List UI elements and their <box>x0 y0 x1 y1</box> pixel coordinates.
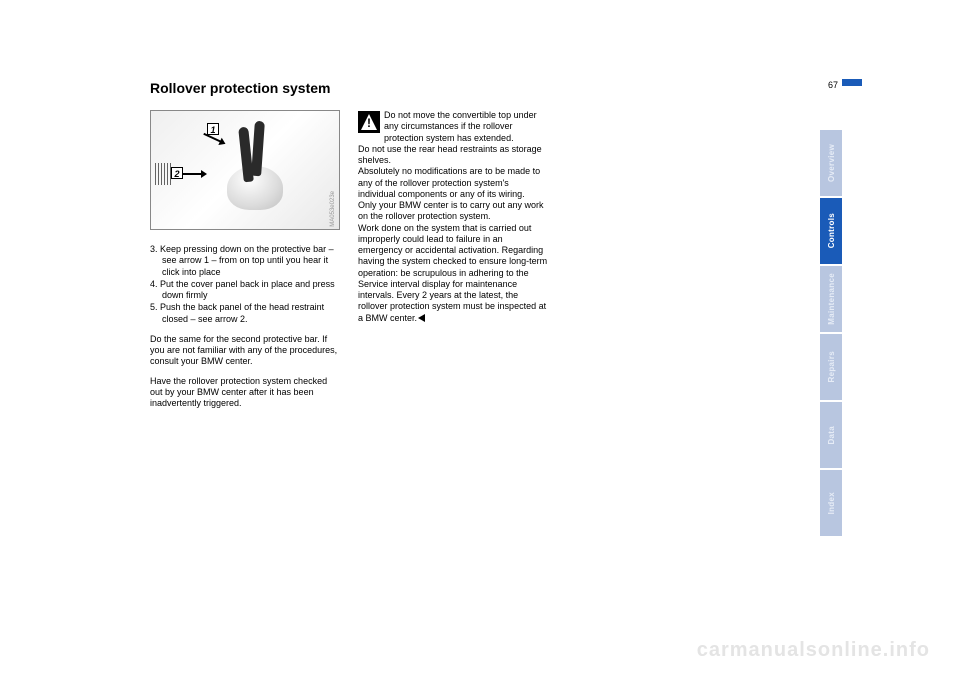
paragraph-1: Do the same for the second protective ba… <box>150 334 340 368</box>
column-1: 1 2 MA053e023e 3. Keep pressing down on … <box>150 110 340 417</box>
page-content: 67 Rollover protection system 1 2 MA053e… <box>150 80 790 600</box>
column-2: Do not move the convertible top under an… <box>358 110 548 417</box>
tab-index[interactable]: Index <box>820 470 842 536</box>
tab-maintenance[interactable]: Maintenance <box>820 266 842 332</box>
tab-label: Data <box>827 426 836 445</box>
tab-label: Maintenance <box>827 273 836 325</box>
tab-label: Overview <box>827 144 836 182</box>
figure-bar-2 <box>251 121 265 177</box>
figure-rollover: 1 2 MA053e023e <box>150 110 340 230</box>
paragraph-2: Have the rollover protection system chec… <box>150 376 340 410</box>
warning-icon <box>358 111 380 133</box>
figure-hatch <box>155 163 171 185</box>
figure-bars <box>241 121 265 191</box>
page-number-bar <box>842 79 862 86</box>
page-number: 67 <box>828 80 838 90</box>
end-mark-icon <box>418 314 425 322</box>
columns: 1 2 MA053e023e 3. Keep pressing down on … <box>150 110 790 417</box>
tab-label: Index <box>827 492 836 514</box>
figure-credit: MA053e023e <box>330 191 338 227</box>
tab-controls[interactable]: Controls <box>820 198 842 264</box>
step-4: 4. Put the cover panel back in place and… <box>150 279 340 302</box>
page-title: Rollover protection system <box>150 80 790 96</box>
step-3: 3. Keep pressing down on the protective … <box>150 244 340 278</box>
tab-data[interactable]: Data <box>820 402 842 468</box>
watermark: carmanualsonline.info <box>697 639 930 662</box>
tab-label: Controls <box>827 213 836 248</box>
side-tabs: Overview Controls Maintenance Repairs Da… <box>820 130 842 538</box>
tab-overview[interactable]: Overview <box>820 130 842 196</box>
figure-callout-2: 2 <box>171 167 183 179</box>
tab-repairs[interactable]: Repairs <box>820 334 842 400</box>
tab-label: Repairs <box>827 351 836 382</box>
figure-callout-1: 1 <box>207 123 219 135</box>
warning-text: Do not move the convertible top under an… <box>358 110 547 323</box>
figure-arrow-2 <box>183 173 205 175</box>
spacer <box>150 326 340 334</box>
step-5: 5. Push the back panel of the head restr… <box>150 302 340 325</box>
